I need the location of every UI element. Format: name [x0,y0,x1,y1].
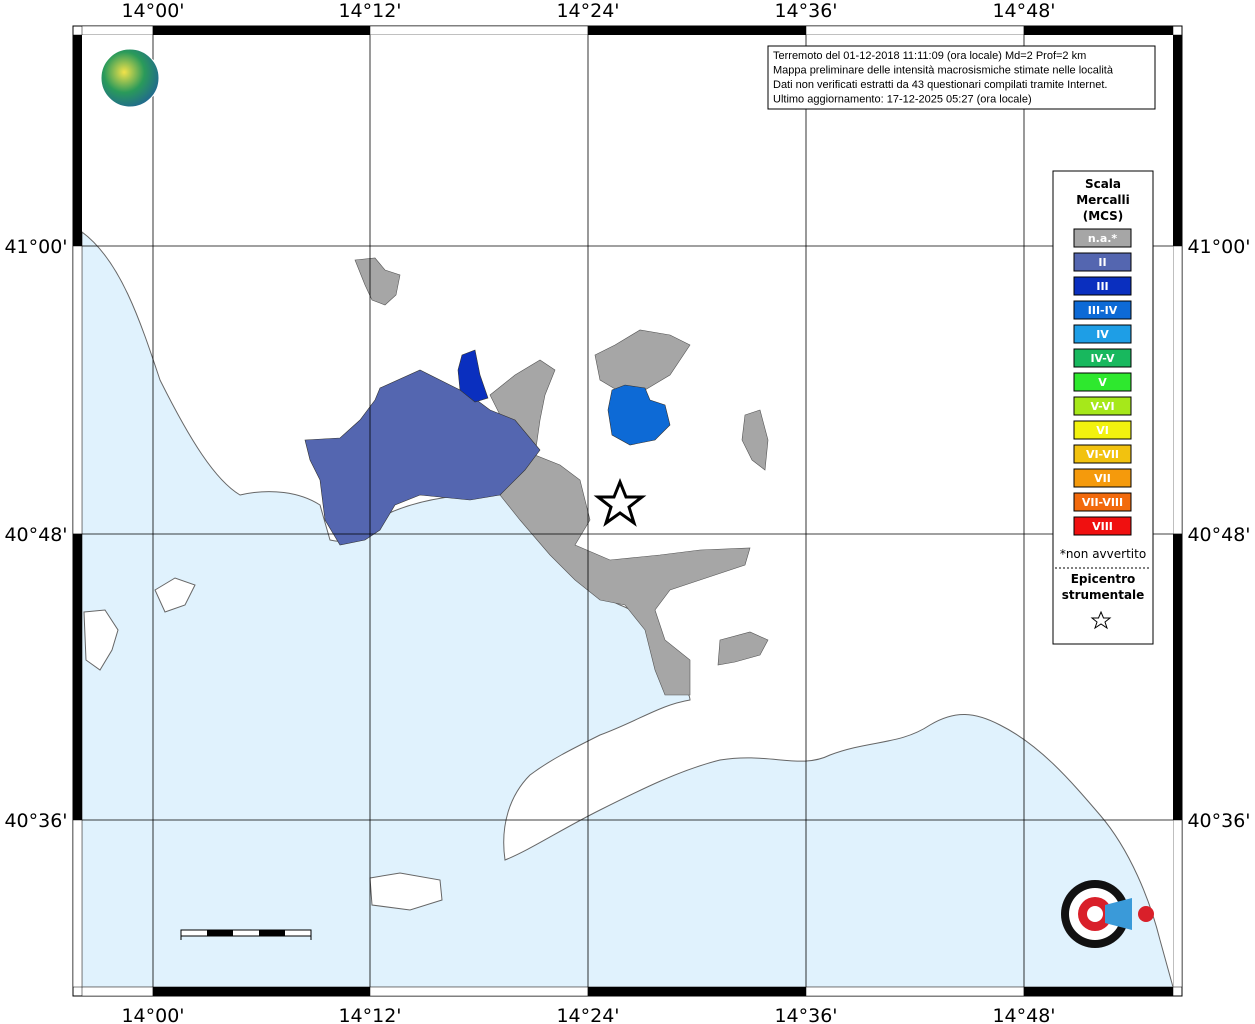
frame-bar [72,533,83,821]
lon-label: 14°24' [556,1005,619,1024]
sea [82,231,1173,987]
legend-swatch [1073,468,1132,488]
info-line: Terremoto del 01-12-2018 11:11:09 (ora l… [773,50,1086,62]
ingv-globe [100,48,160,108]
region-na [594,329,691,393]
legend-swatch [1073,396,1132,416]
legend-label: VIII [1092,520,1113,533]
scale-bar [180,929,312,940]
lat-label: 40°36' [1187,810,1250,832]
legend-swatch [1073,492,1132,512]
region-iii [457,349,489,403]
lon-label: 14°00' [121,0,184,22]
frame-bar [369,25,589,36]
lat-label: 41°00' [4,236,67,258]
legend-label: VII [1094,472,1111,485]
lat-label: 40°36' [4,810,67,832]
legend-swatch [1073,276,1132,296]
region-ii [304,369,541,546]
legend-label: V-VI [1090,400,1114,413]
frame-bar [81,25,154,36]
island-capri [369,872,443,911]
frame-bar [152,986,371,997]
epicenter-star [593,477,647,527]
legend-title: (MCS) [1083,209,1124,223]
lat-label: 40°48' [1187,524,1250,546]
ingv-logo [100,48,160,108]
frame-bar [72,819,83,988]
region-na [354,257,401,306]
island-ischia [83,609,119,671]
legend-swatch [1073,324,1132,344]
frame-bar [587,25,807,36]
frame-bar [805,25,1025,36]
frame-bar [152,25,371,36]
legend: ScalaMercalli(MCS)n.a.*IIIIIIII-IVIVIV-V… [1060,177,1146,602]
frame-bar [1172,533,1183,821]
lon-label: 14°00' [121,1005,184,1024]
frame-bar [1172,245,1183,535]
info-box [767,45,1156,110]
frame-bar [1172,819,1183,988]
region-na [717,631,769,666]
frame-bar [587,986,807,997]
frame-bar [1023,25,1174,36]
legend-label: IV [1096,328,1109,341]
legend-star [1090,610,1112,630]
legend-swatch [1073,348,1132,368]
legend-title: Scala [1085,177,1121,191]
frame-bar [369,986,589,997]
lon-label: 14°12' [338,0,401,22]
region-iii-iv [607,384,671,446]
lon-label: 14°24' [556,0,619,22]
legend-label: IV-V [1090,352,1115,365]
graticule [82,35,1173,987]
legend-label: VI [1096,424,1109,437]
legend-swatch [1073,516,1132,536]
legend-label: V [1098,376,1107,389]
frame-bar [1023,986,1174,997]
map-body [82,35,1173,987]
lon-label: 14°12' [338,1005,401,1024]
legend-title: Mercalli [1076,193,1130,207]
lat-label: 40°48' [4,524,67,546]
lat-label: 41°00' [1187,236,1250,258]
info-line: Ultimo aggiornamento: 17-12-2025 05:27 (… [773,94,1032,106]
legend-label: n.a.* [1088,232,1118,245]
info-text: Terremoto del 01-12-2018 11:11:09 (ora l… [773,50,1114,106]
legend-swatch [1073,444,1132,464]
legend-swatch [1073,372,1132,392]
hsit-logo [1061,880,1154,948]
lon-label: 14°36' [774,0,837,22]
legend-note: *non avvertito [1060,547,1146,561]
legend-label: II [1098,256,1106,269]
region-na [741,409,769,471]
legend-epicenter: Epicentro [1071,572,1136,586]
legend-epicenter: strumentale [1062,588,1145,602]
legend-swatch [1073,228,1132,248]
info-line: Mappa preliminare delle intensità macros… [773,65,1114,77]
legend-label: III [1096,280,1108,293]
frame-bar [72,34,83,247]
lon-label: 14°48' [992,1005,1055,1024]
lon-label: 14°48' [992,0,1055,22]
legend-label: VII-VIII [1082,496,1123,509]
legend-swatch [1073,300,1132,320]
frame-bar [1172,34,1183,247]
info-line: Dati non verificati estratti da 43 quest… [773,79,1107,91]
legend-label: III-IV [1088,304,1118,317]
island-procida [154,577,196,613]
legend-swatch [1073,420,1132,440]
legend-label: VI-VII [1086,448,1119,461]
region-na [489,359,751,696]
lon-label: 14°36' [774,1005,837,1024]
frame-bar [72,245,83,535]
frame-bar [805,986,1025,997]
legend-swatch [1073,252,1132,272]
frame-bar [81,986,154,997]
